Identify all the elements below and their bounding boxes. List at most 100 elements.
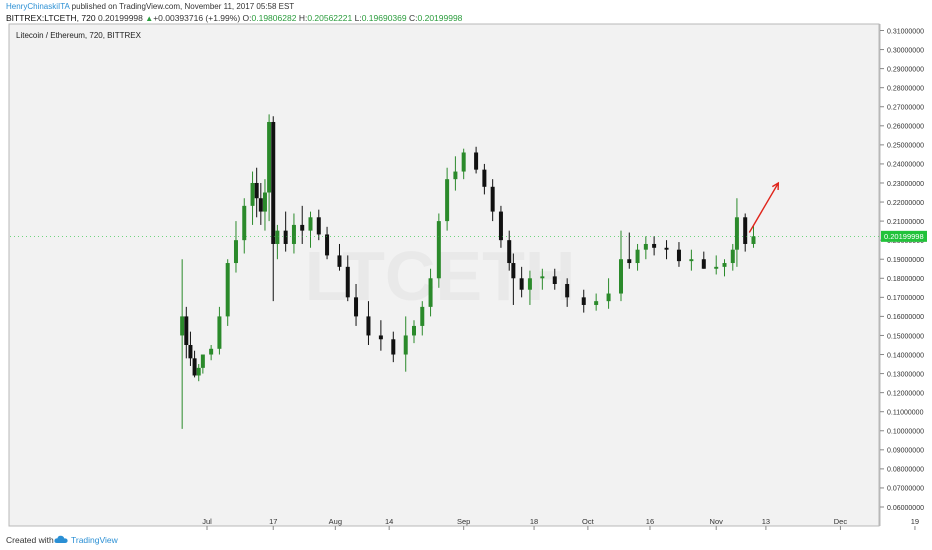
candle xyxy=(461,148,466,180)
candle-body xyxy=(507,240,512,264)
candle xyxy=(511,253,516,305)
candle-body xyxy=(428,278,433,307)
publish-line: HenryChinaskiITA published on TradingVie… xyxy=(6,2,294,12)
candle xyxy=(300,205,305,244)
price-tick-label: 0.21000000 xyxy=(887,219,924,226)
author-link[interactable]: HenryChinaskiITA xyxy=(6,2,70,11)
created-with-text: Created with xyxy=(6,535,54,545)
price-tick-label: 0.29000000 xyxy=(887,66,924,73)
time-tick-label: 13 xyxy=(762,517,770,526)
price-tick-label: 0.31000000 xyxy=(887,28,924,35)
candle-body xyxy=(308,217,313,231)
candle xyxy=(420,301,425,336)
candle xyxy=(594,293,599,311)
time-tick-label: Sep xyxy=(457,517,470,526)
high-value: 0.20562221 xyxy=(307,13,353,23)
candle xyxy=(308,211,313,248)
candle-body xyxy=(527,278,532,290)
candle xyxy=(490,179,495,222)
candle-body xyxy=(275,230,280,244)
candle xyxy=(283,211,288,252)
candle-body xyxy=(200,354,205,368)
candle-body xyxy=(366,316,371,336)
candle-body xyxy=(445,179,450,222)
candle-body xyxy=(391,339,396,355)
candle-body xyxy=(714,266,719,269)
price-tick-label: 0.23000000 xyxy=(887,181,924,188)
candle xyxy=(689,249,694,271)
candle-body xyxy=(262,192,267,212)
candle xyxy=(196,364,201,382)
candle xyxy=(627,232,632,269)
last-price-tag-bg xyxy=(881,230,927,242)
candle-body xyxy=(490,186,495,212)
candle-body xyxy=(722,263,727,267)
price-axis: 0.31000000 0.30000000 0.29000000 0.28000000… xyxy=(880,28,924,512)
candle xyxy=(652,236,657,256)
candle-body xyxy=(267,121,272,193)
candle-body xyxy=(233,240,238,264)
published-text: published on TradingView.com, November 1… xyxy=(71,2,295,11)
candle xyxy=(391,331,396,363)
red-arrow-annotation[interactable] xyxy=(748,181,780,233)
tradingview-cloud-icon xyxy=(54,535,68,543)
candle xyxy=(643,236,648,260)
tradingview-link[interactable]: TradingView xyxy=(71,535,118,545)
candle-body xyxy=(436,221,441,279)
candle xyxy=(354,283,359,326)
price-tick-label: 0.14000000 xyxy=(887,352,924,359)
candle-body xyxy=(511,263,516,279)
candle-body xyxy=(664,247,669,250)
close-value: 0.20199998 xyxy=(417,13,463,23)
price-tick-label: 0.22000000 xyxy=(887,200,924,207)
last-price-tag-text: 0.20199998 xyxy=(884,232,924,241)
candlestick-series xyxy=(180,114,756,429)
candle xyxy=(445,167,450,231)
candle xyxy=(188,331,193,366)
candle xyxy=(366,301,371,345)
candle xyxy=(184,306,189,359)
candle xyxy=(337,243,342,271)
price-tick-label: 0.26000000 xyxy=(887,124,924,131)
time-tick-label: 18 xyxy=(530,517,538,526)
time-tick-label: 17 xyxy=(269,517,277,526)
candle xyxy=(250,171,255,225)
candle-body xyxy=(619,259,623,294)
price-tick-label: 0.10000000 xyxy=(887,429,924,436)
candle-body xyxy=(254,182,259,199)
candle-body xyxy=(188,344,193,359)
plot-area[interactable] xyxy=(8,23,880,527)
candle-body xyxy=(689,259,694,262)
price-tick-label: 0.19000000 xyxy=(887,257,924,264)
candle xyxy=(180,259,185,429)
candle-body xyxy=(316,217,321,235)
candle xyxy=(254,167,259,218)
candle-body xyxy=(250,182,255,206)
change-value: +0.00393716 (+1.99%) xyxy=(153,13,241,23)
candle xyxy=(581,289,586,313)
candle-body xyxy=(258,198,263,212)
candle-body xyxy=(652,243,657,248)
candle-body xyxy=(730,249,735,264)
price-tick-label: 0.12000000 xyxy=(887,390,924,397)
price-tick-label: 0.15000000 xyxy=(887,333,924,340)
candle-body xyxy=(283,230,288,244)
candle-body xyxy=(225,263,230,317)
price-tick-label: 0.27000000 xyxy=(887,105,924,112)
candle xyxy=(552,268,557,290)
price-tick-label: 0.16000000 xyxy=(887,314,924,321)
candle xyxy=(664,240,669,260)
arrow-head xyxy=(771,181,780,190)
candle xyxy=(734,198,739,267)
candle xyxy=(412,320,416,344)
price-tick-label: 0.17000000 xyxy=(887,295,924,302)
open-value: 0.19806282 xyxy=(251,13,297,23)
candle-body xyxy=(217,316,222,349)
candle-body xyxy=(627,259,632,264)
candle xyxy=(498,205,503,248)
time-tick-label: Jul xyxy=(202,517,212,526)
candle-body xyxy=(676,249,681,262)
candle xyxy=(714,255,719,275)
candle xyxy=(316,209,321,241)
